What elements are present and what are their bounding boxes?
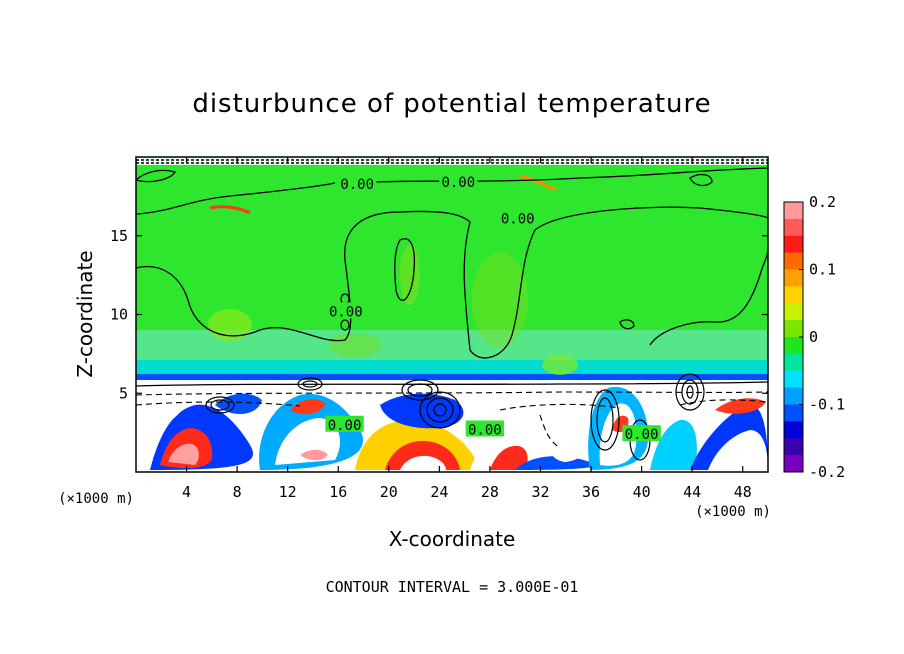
colorbar-swatch [784,218,803,237]
x-tick-label: 8 [233,483,242,501]
field-blob [208,309,252,341]
contour-label-bg [498,209,537,226]
chart-title: disturbunce of potential temperature [192,89,711,119]
colorbar-swatch [784,387,803,405]
colorbar-swatch [784,235,803,254]
contour-interval-note: CONTOUR INTERVAL = 3.000E-01 [326,578,579,596]
colorbar-tick-label: -0.2 [809,463,845,481]
colorbar-swatch [784,455,803,473]
y-tick-label: 5 [119,384,128,402]
y-axis: 5 10 15 [110,227,768,402]
colorbar-swatch [784,337,803,355]
contour-label-bg [338,174,377,191]
field-blob [472,252,528,348]
field-blue-band [136,374,768,380]
colorbar-ticks: 0.2 0.1 0 -0.1 -0.2 [799,193,845,481]
colorbar-swatch [784,303,803,321]
colorbar-swatch [784,438,803,456]
colorbar-tick-label: 0.1 [809,261,836,279]
colorbar-swatch [784,404,803,422]
top-ribbon [519,174,557,192]
field-upper-green [136,165,768,330]
contour-label: 0.00 [625,427,659,443]
colorbar-swatch [784,353,803,372]
colorbar-swatch [784,202,803,220]
x-tick-label: 32 [531,483,549,501]
contour-label: 0.00 [501,211,535,227]
contour-label: 0.00 [329,304,363,320]
contour-label: 0.00 [468,422,502,438]
top-ribbon [209,205,251,215]
contour-lines [136,167,768,387]
y-axis-title: Z-coordinate [73,250,97,377]
colorbar-tick-label: -0.1 [809,396,845,414]
colorbar-swatch [784,269,803,287]
field-blob [542,355,578,375]
x-axis-unit: (×1000 m) [695,504,771,520]
x-tick-label: 20 [380,483,398,501]
field-blob [400,245,420,305]
contour-label: 0.00 [340,177,374,193]
colorbar [783,201,804,473]
contour-label-bg [326,302,366,319]
y-axis-unit: (×1000 m) [58,491,134,507]
x-tick-label: 12 [279,483,297,501]
contour-labels: 0.00 0.00 0.00 0.00 0.00 0.00 0.00 [325,173,661,443]
x-tick-label: 40 [633,483,651,501]
x-tick-label: 44 [683,483,701,501]
colorbar-swatch [784,286,803,304]
field-top-strip [136,157,768,165]
x-tick-label: 24 [430,483,448,501]
x-tick-label: 48 [734,483,752,501]
y-tick-label: 10 [110,306,128,324]
x-tick-label: 4 [182,483,191,501]
colorbar-swatch [784,320,803,338]
colorbar-tick-label: 0 [809,328,818,346]
contour-label: 0.00 [328,418,362,434]
colorbar-tick-label: 0.2 [809,193,836,211]
y-tick-label: 15 [110,227,128,245]
x-tick-label: 16 [329,483,347,501]
x-axis-title: X-coordinate [389,527,516,551]
field-cyan-band [136,360,768,374]
plot-area: 0.00 0.00 0.00 0.00 0.00 0.00 0.00 [136,157,768,472]
lower-turbulence [136,386,768,470]
x-tick-label: 36 [582,483,600,501]
x-axis: 4 8 12 16 20 24 28 32 36 40 44 48 [182,157,752,501]
contour-label-bg [465,420,505,437]
contour-label-bg [325,415,364,432]
contour-label-bg [622,425,661,442]
colorbar-swatch [784,252,803,270]
x-tick-label: 28 [481,483,499,501]
contour-label-bg [439,173,478,190]
top-boundary-contours [136,159,768,164]
colorbar-swatch [784,370,803,389]
contour-label: 0.00 [441,175,475,191]
colorbar-swatch [784,421,803,439]
field-blob [329,333,381,357]
